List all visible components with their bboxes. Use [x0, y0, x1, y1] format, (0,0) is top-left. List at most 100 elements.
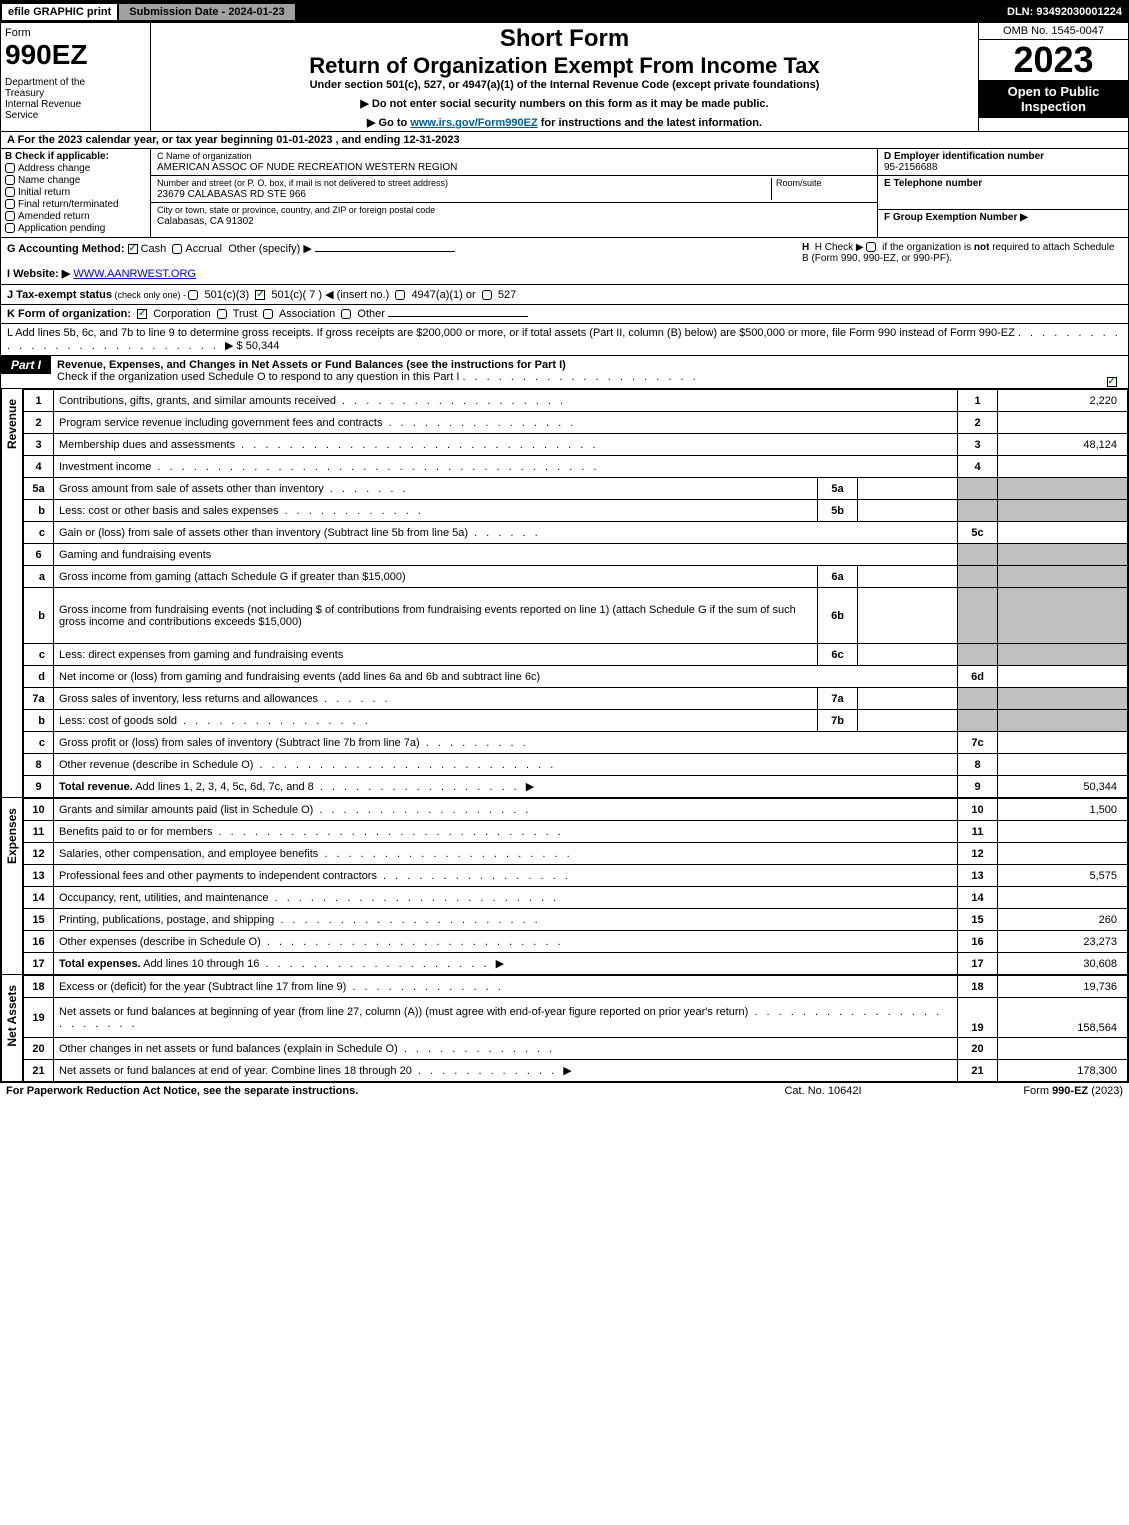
line-20: 20Other changes in net assets or fund ba… — [24, 1038, 1128, 1060]
dept-treasury: Department of theTreasuryInternal Revenu… — [5, 77, 146, 121]
form-title: Return of Organization Exempt From Incom… — [157, 53, 972, 79]
chk-association[interactable] — [263, 309, 273, 319]
org-name: AMERICAN ASSOC OF NUDE RECREATION WESTER… — [157, 162, 457, 173]
section-d-e-f: D Employer identification number 95-2156… — [878, 149, 1128, 237]
efile-print-button[interactable]: efile GRAPHIC print — [1, 3, 118, 21]
line-6d: dNet income or (loss) from gaming and fu… — [24, 666, 1128, 688]
other-method-input[interactable] — [315, 251, 455, 252]
form-number: 990EZ — [5, 39, 146, 71]
line-6a: aGross income from gaming (attach Schedu… — [24, 566, 1128, 588]
irs-link[interactable]: www.irs.gov/Form990EZ — [410, 117, 537, 129]
line-16: 16Other expenses (describe in Schedule O… — [24, 931, 1128, 953]
header-left: Form 990EZ Department of theTreasuryInte… — [1, 23, 151, 131]
org-address: 23679 CALABASAS RD STE 966 — [157, 189, 306, 200]
org-city: Calabasas, CA 91302 — [157, 216, 254, 227]
chk-527[interactable] — [482, 290, 492, 300]
short-form-title: Short Form — [157, 25, 972, 53]
page-footer: For Paperwork Reduction Act Notice, see … — [0, 1083, 1129, 1099]
chk-accrual[interactable] — [172, 244, 182, 254]
line-12: 12Salaries, other compensation, and empl… — [24, 843, 1128, 865]
goto-prefix: ▶ Go to — [367, 117, 410, 129]
tax-year: 2023 — [979, 40, 1128, 80]
section-c: C Name of organization AMERICAN ASSOC OF… — [151, 149, 878, 237]
part-i-checkbox[interactable] — [1098, 356, 1128, 388]
line-3: 3Membership dues and assessments . . . .… — [24, 434, 1128, 456]
g-label: G Accounting Method: — [7, 243, 125, 255]
sections-b-c-d-e-f: B Check if applicable: Address change Na… — [1, 149, 1128, 238]
net-assets-table: 18Excess or (deficit) for the year (Subt… — [23, 975, 1128, 1082]
open-to-public: Open to Public Inspection — [979, 80, 1128, 118]
chk-501c3[interactable] — [188, 290, 198, 300]
line-17: 17Total expenses. Add lines 10 through 1… — [24, 953, 1128, 975]
chk-trust[interactable] — [217, 309, 227, 319]
line-7b: bLess: cost of goods sold . . . . . . . … — [24, 710, 1128, 732]
line-13: 13Professional fees and other payments t… — [24, 865, 1128, 887]
d-label: D Employer identification number — [884, 151, 1044, 162]
section-b: B Check if applicable: Address change Na… — [1, 149, 151, 237]
revenue-table: 1Contributions, gifts, grants, and simil… — [23, 389, 1128, 798]
e-label: E Telephone number — [884, 178, 982, 189]
city-label: City or town, state or province, country… — [157, 205, 435, 215]
line-8: 8Other revenue (describe in Schedule O) … — [24, 754, 1128, 776]
line-7a: 7aGross sales of inventory, less returns… — [24, 688, 1128, 710]
part-i-tab: Part I — [1, 356, 51, 374]
ein: 95-2156688 — [884, 162, 937, 173]
c-name-label: C Name of organization — [157, 151, 252, 161]
chk-address-change[interactable]: Address change — [5, 163, 146, 174]
line-5c: cGain or (loss) from sale of assets othe… — [24, 522, 1128, 544]
expenses-table: 10Grants and similar amounts paid (list … — [23, 798, 1128, 975]
f-group-cell: F Group Exemption Number ▶ — [878, 210, 1128, 225]
chk-not-required-schedule-b[interactable] — [866, 242, 876, 252]
line-9: 9Total revenue. Add lines 1, 2, 3, 4, 5c… — [24, 776, 1128, 798]
row-g: G Accounting Method: Cash Accrual Other … — [7, 242, 802, 280]
expenses-section: Expenses 10Grants and similar amounts pa… — [1, 798, 1128, 975]
chk-4947[interactable] — [395, 290, 405, 300]
chk-cash[interactable] — [128, 244, 138, 254]
chk-amended-return[interactable]: Amended return — [5, 211, 146, 222]
other-org-input[interactable] — [388, 316, 528, 317]
form-id-footer: Form 990-EZ (2023) — [923, 1085, 1123, 1097]
line-2: 2Program service revenue including gover… — [24, 412, 1128, 434]
chk-final-return[interactable]: Final return/terminated — [5, 199, 146, 210]
line-1: 1Contributions, gifts, grants, and simil… — [24, 390, 1128, 412]
chk-application-pending[interactable]: Application pending — [5, 223, 146, 234]
room-label: Room/suite — [776, 178, 822, 188]
chk-other-org[interactable] — [341, 309, 351, 319]
chk-name-change[interactable]: Name change — [5, 175, 146, 186]
omb-number: OMB No. 1545-0047 — [979, 23, 1128, 40]
section-a-tax-year: A For the 2023 calendar year, or tax yea… — [1, 132, 1128, 149]
form-label: Form — [5, 27, 146, 39]
addr-label: Number and street (or P. O. box, if mail… — [157, 178, 448, 188]
chk-501c[interactable] — [255, 290, 265, 300]
header-right: OMB No. 1545-0047 2023 Open to Public In… — [978, 23, 1128, 131]
row-j: J Tax-exempt status (check only one) - 5… — [1, 285, 1128, 305]
line-19: 19Net assets or fund balances at beginni… — [24, 998, 1128, 1038]
gross-receipts: 50,344 — [246, 340, 280, 352]
line-6b: bGross income from fundraising events (n… — [24, 588, 1128, 644]
org-name-cell: C Name of organization AMERICAN ASSOC OF… — [151, 149, 877, 176]
line-11: 11Benefits paid to or for members . . . … — [24, 821, 1128, 843]
ssn-warning: ▶ Do not enter social security numbers o… — [157, 97, 972, 110]
form-990ez-page: efile GRAPHIC print Submission Date - 20… — [0, 0, 1129, 1083]
org-city-cell: City or town, state or province, country… — [151, 203, 877, 229]
row-l: L Add lines 5b, 6c, and 7b to line 9 to … — [1, 324, 1128, 356]
line-7c: cGross profit or (loss) from sales of in… — [24, 732, 1128, 754]
top-bar: efile GRAPHIC print Submission Date - 20… — [1, 1, 1128, 23]
chk-corporation[interactable] — [137, 309, 147, 319]
form-header: Form 990EZ Department of theTreasuryInte… — [1, 23, 1128, 132]
row-k: K Form of organization: Corporation Trus… — [1, 305, 1128, 324]
d-ein-cell: D Employer identification number 95-2156… — [878, 149, 1128, 176]
chk-initial-return[interactable]: Initial return — [5, 187, 146, 198]
net-assets-section: Net Assets 18Excess or (deficit) for the… — [1, 975, 1128, 1082]
net-assets-label: Net Assets — [1, 975, 23, 1082]
instructions-link-row: ▶ Go to www.irs.gov/Form990EZ for instru… — [157, 116, 972, 129]
row-h: H H Check ▶ if the organization is not r… — [802, 242, 1122, 280]
line-6: 6Gaming and fundraising events — [24, 544, 1128, 566]
header-mid: Short Form Return of Organization Exempt… — [151, 23, 978, 131]
paperwork-notice: For Paperwork Reduction Act Notice, see … — [6, 1085, 723, 1097]
line-21: 21Net assets or fund balances at end of … — [24, 1060, 1128, 1082]
website-link[interactable]: WWW.AANRWEST.ORG — [73, 268, 196, 280]
line-5b: bLess: cost or other basis and sales exp… — [24, 500, 1128, 522]
line-6c: cLess: direct expenses from gaming and f… — [24, 644, 1128, 666]
row-g-h: G Accounting Method: Cash Accrual Other … — [1, 238, 1128, 285]
